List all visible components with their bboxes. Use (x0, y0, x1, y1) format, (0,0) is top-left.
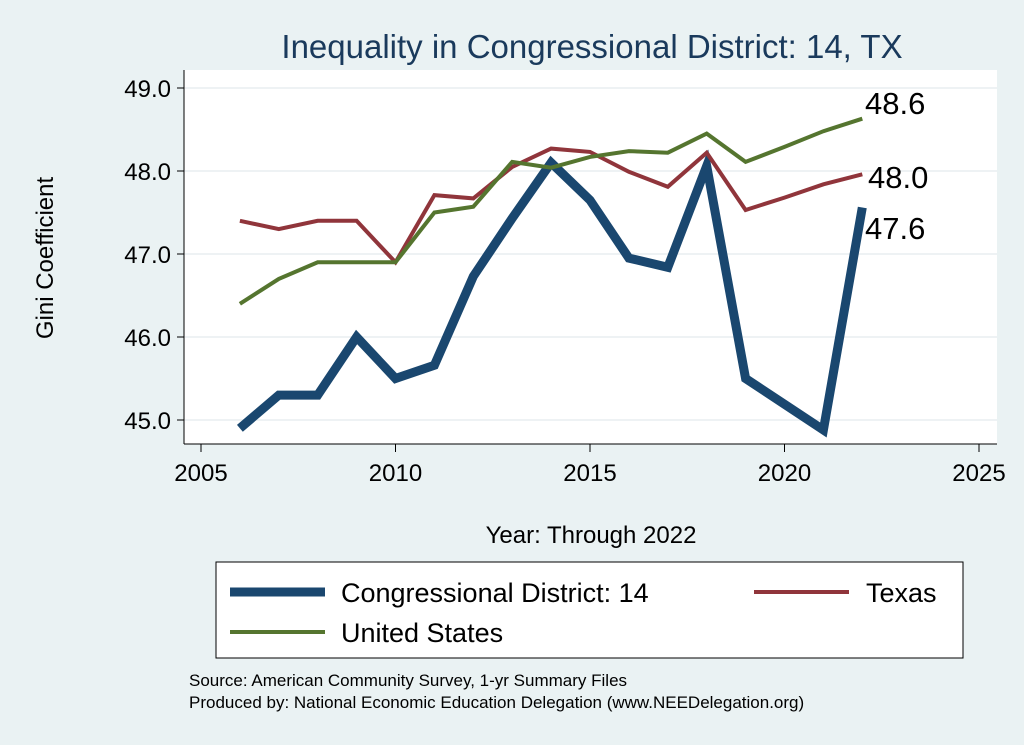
y-tick-label: 49.0 (124, 76, 171, 103)
x-axis-title: Year: Through 2022 (486, 522, 697, 549)
x-tick-label: 2025 (952, 460, 1005, 487)
y-axis: 45.0 46.0 47.0 48.0 49.0 (124, 70, 185, 444)
source-note: Source: American Community Survey, 1-yr … (189, 671, 627, 690)
y-tick-label: 45.0 (124, 408, 171, 435)
legend: Congressional District: 14 Texas United … (215, 561, 964, 659)
end-label-texas: 48.0 (868, 160, 928, 195)
x-tick-label: 2020 (758, 460, 811, 487)
x-tick-label: 2005 (174, 460, 227, 487)
producer-note: Produced by: National Economic Education… (189, 693, 804, 712)
y-axis-title: Gini Coefficient (32, 177, 59, 340)
y-tick-label: 48.0 (124, 159, 171, 186)
y-tick-label: 46.0 (124, 325, 171, 352)
end-label-us: 48.6 (865, 86, 925, 121)
legend-box (215, 561, 964, 659)
legend-label-district: Congressional District: 14 (341, 578, 649, 608)
y-tick-label: 47.0 (124, 242, 171, 269)
end-labels: 47.6 48.0 48.6 (865, 86, 928, 246)
series-layer (236, 116, 867, 438)
chart-title: Inequality in Congressional District: 14… (281, 28, 902, 65)
x-axis: 2005 2010 2015 2020 2025 (174, 443, 1006, 487)
x-tick-label: 2015 (563, 460, 616, 487)
end-label-district: 47.6 (865, 211, 925, 246)
legend-label-us: United States (341, 618, 503, 648)
plot-area (184, 70, 997, 444)
legend-label-texas: Texas (866, 578, 937, 608)
x-tick-label: 2010 (369, 460, 422, 487)
grid-lines (184, 87, 997, 421)
